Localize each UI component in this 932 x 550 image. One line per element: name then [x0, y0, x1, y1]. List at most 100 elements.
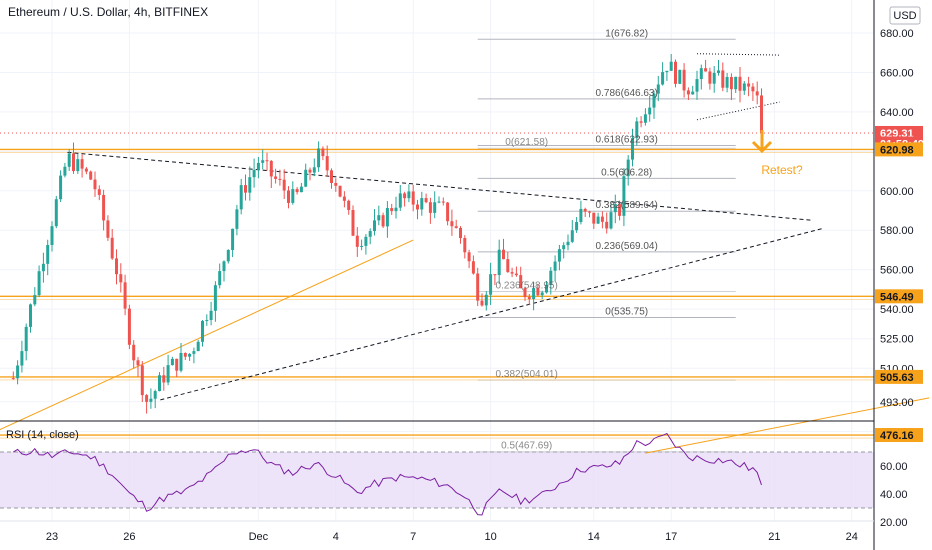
candle	[115, 249, 118, 285]
candle	[248, 166, 252, 201]
candle-body	[480, 300, 484, 306]
time-axis[interactable]: 23 26 Dec 4 7 10 14 17 21 24	[46, 531, 858, 543]
candle	[304, 163, 308, 188]
candle-body	[175, 358, 179, 371]
candle	[562, 242, 566, 259]
candle	[441, 197, 445, 206]
candle	[226, 249, 230, 264]
currency-button[interactable]: USD	[889, 6, 921, 25]
candle	[325, 145, 329, 178]
candle	[132, 340, 136, 369]
candle-body	[278, 178, 282, 180]
candle-body	[424, 198, 428, 203]
candle-body	[476, 273, 480, 301]
candle-body	[205, 319, 209, 321]
candle-body	[510, 272, 514, 274]
candle-body	[493, 274, 497, 276]
trendline	[645, 397, 930, 454]
candle-body	[514, 273, 518, 276]
trendline	[160, 227, 824, 401]
candle	[170, 356, 174, 366]
candle	[213, 281, 217, 322]
price-tick-label: 580.00	[880, 225, 914, 237]
candle-body	[261, 160, 265, 163]
candle-body	[201, 320, 204, 342]
candle	[523, 286, 527, 301]
trendline	[696, 53, 780, 56]
candle-body	[132, 344, 136, 361]
candle-body	[656, 84, 660, 94]
candle-body	[631, 138, 634, 160]
candle	[557, 244, 561, 271]
candle-body	[33, 295, 37, 305]
candle-body	[16, 365, 20, 379]
candle	[459, 226, 462, 244]
candle-body	[158, 375, 161, 392]
candle	[471, 255, 475, 275]
candle-body	[192, 351, 196, 354]
candle-body	[760, 95, 763, 133]
candle	[519, 266, 523, 289]
candle	[648, 96, 652, 122]
candle-body	[626, 159, 630, 177]
candle-body	[390, 208, 394, 212]
candle	[661, 62, 665, 86]
candle-body	[613, 204, 617, 213]
candle-body	[678, 69, 682, 84]
candle	[747, 76, 751, 97]
candle-body	[299, 186, 303, 193]
candle-body	[119, 274, 123, 283]
horizontal-support-levels	[0, 132, 874, 439]
fibonacci-labels: 1(676.82) 0.786(646.63) 0.618(622.93) 0.5(6…	[496, 28, 658, 451]
candle	[244, 174, 247, 201]
candle	[454, 219, 458, 229]
fibonacci-levels	[477, 38, 736, 453]
candle	[179, 343, 183, 373]
candle	[635, 117, 639, 146]
candle-body	[536, 288, 540, 296]
candle	[41, 252, 45, 283]
candle	[497, 239, 501, 284]
candle	[351, 205, 355, 237]
price-tag-bg	[875, 369, 923, 384]
candle-body	[755, 91, 759, 96]
candle-body	[364, 236, 368, 246]
candle	[605, 212, 609, 234]
fib-level-label: 0.236(548.95)	[496, 280, 558, 291]
candle	[549, 267, 553, 295]
candle-body	[166, 365, 170, 383]
candle-body	[381, 215, 385, 227]
time-tick-label: 26	[123, 531, 135, 543]
candle-body	[304, 169, 308, 187]
candle-body	[291, 189, 295, 203]
candle	[588, 210, 591, 218]
candle-body	[54, 199, 58, 227]
candle	[377, 205, 381, 226]
candle-body	[256, 162, 260, 170]
candle	[54, 195, 58, 229]
price-tick-label: 680.00	[880, 28, 914, 40]
candle	[373, 209, 376, 236]
candle-body	[72, 153, 75, 172]
candle	[347, 199, 351, 215]
candle	[136, 357, 140, 377]
candle-body	[123, 282, 127, 309]
candle-body	[398, 193, 402, 208]
candle	[140, 361, 144, 403]
candle	[424, 193, 428, 204]
candle-body	[532, 288, 536, 300]
price-tick-label: 525.00	[880, 334, 914, 346]
candle-body	[600, 216, 604, 222]
candle-body	[549, 270, 553, 285]
candle-body	[699, 68, 703, 80]
candle-body	[691, 91, 695, 95]
candle-body	[609, 212, 613, 229]
trendline	[0, 239, 414, 431]
candle	[355, 227, 359, 257]
candle	[579, 200, 583, 225]
candle-body	[643, 114, 647, 123]
candle-body	[162, 375, 166, 383]
candle	[261, 149, 265, 170]
